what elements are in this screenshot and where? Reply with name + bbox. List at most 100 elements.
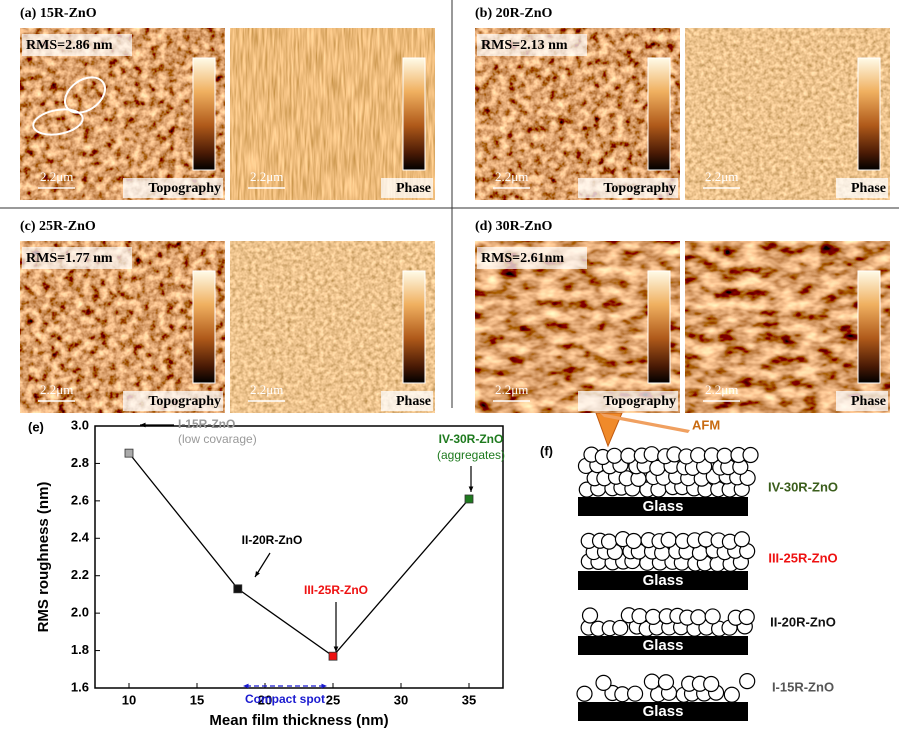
label-box — [836, 391, 888, 411]
annotation: III-25R-ZnO — [304, 583, 368, 597]
particle — [738, 608, 755, 626]
particle — [657, 674, 675, 691]
rms-box — [22, 247, 132, 269]
glass-substrate — [578, 497, 748, 516]
phase-label: Phase — [851, 394, 886, 409]
rms-box — [477, 34, 587, 56]
annotation: IV-30R-ZnO — [439, 432, 504, 446]
topography-label: Topography — [603, 181, 676, 196]
y-tick-label: 1.8 — [71, 642, 89, 657]
color-bar — [192, 270, 216, 384]
arrow-head — [243, 683, 249, 689]
substrate-label: Glass — [643, 498, 684, 515]
layer-label: I-15R-ZnO — [772, 679, 834, 694]
data-point — [124, 448, 134, 458]
x-tick-label: 20 — [258, 692, 272, 707]
particle — [733, 531, 750, 548]
highlight — [32, 108, 84, 136]
x-tick-label: 15 — [190, 692, 204, 707]
label-box — [836, 178, 888, 198]
glass-substrate — [578, 636, 748, 655]
glass-substrate — [578, 702, 748, 721]
particle — [612, 619, 629, 637]
panel-label: (c) 25R-ZnO — [20, 219, 96, 234]
rms-label: RMS=2.13 nm — [481, 38, 568, 53]
annotation: (aggregates) — [437, 448, 505, 462]
rms-box — [22, 34, 132, 56]
substrate-label: Glass — [643, 703, 684, 720]
particle — [631, 608, 648, 625]
label-box — [578, 178, 678, 198]
annotation: I-15R-ZnO — [178, 417, 235, 431]
panel-label: (d) 30R-ZnO — [475, 219, 553, 234]
panel-label: (a) 15R-ZnO — [20, 6, 97, 21]
rms-label: RMS=2.61nm — [481, 251, 564, 266]
color-bar — [857, 57, 881, 171]
scale-label: 2.2μm — [705, 382, 738, 397]
particle — [600, 533, 618, 550]
phase-label: Phase — [396, 181, 431, 196]
annotation: II-20R-ZnO — [242, 533, 303, 547]
scale-label: 2.2μm — [495, 169, 528, 184]
substrate-label: Glass — [643, 572, 684, 589]
phase-label: Phase — [851, 181, 886, 196]
afm-image — [475, 28, 680, 200]
particle — [690, 609, 707, 626]
rms-label: RMS=2.86 nm — [26, 38, 113, 53]
label-box — [123, 391, 223, 411]
color-bar — [857, 270, 881, 384]
highlight — [64, 76, 106, 114]
particle — [581, 607, 599, 624]
data-line — [128, 452, 470, 658]
label-box — [381, 391, 433, 411]
y-tick-label: 2.8 — [71, 455, 89, 470]
rms-box — [477, 247, 587, 269]
glass-substrate — [578, 571, 748, 590]
label-box — [578, 391, 678, 411]
particle — [645, 608, 662, 625]
color-bar — [402, 270, 426, 384]
afm-image — [230, 241, 435, 413]
layer-label: III-25R-ZnO — [768, 550, 837, 565]
annotation: (low covarage) — [178, 432, 257, 446]
scale-label: 2.2μm — [250, 382, 283, 397]
particle — [606, 447, 623, 464]
data-point — [464, 494, 474, 504]
y-tick-label: 2.2 — [71, 567, 89, 582]
x-tick-label: 35 — [462, 692, 476, 707]
y-tick-label: 3.0 — [71, 417, 89, 432]
afm-image — [20, 28, 225, 200]
y-axis-label: RMS roughness (nm) — [35, 482, 52, 633]
particle — [742, 446, 759, 464]
particle — [660, 531, 677, 548]
color-bar — [402, 57, 426, 171]
particle — [723, 686, 740, 703]
probe-label: AFM — [692, 417, 720, 432]
color-bar — [647, 270, 671, 384]
topography-label: Topography — [148, 394, 221, 409]
arrow-head — [333, 646, 339, 652]
layer-label: II-20R-ZnO — [770, 614, 836, 629]
plot-frame — [94, 425, 504, 689]
x-axis-label: Mean film thickness (nm) — [209, 712, 388, 729]
arrow-head — [321, 683, 327, 689]
topography-label: Topography — [148, 181, 221, 196]
panel-label: (e) — [28, 419, 44, 434]
color-bar — [647, 57, 671, 171]
particle — [643, 673, 661, 690]
y-tick-label: 2.0 — [71, 605, 89, 620]
particle — [716, 447, 733, 464]
label-box — [123, 178, 223, 198]
rms-label: RMS=1.77 nm — [26, 251, 113, 266]
data-point — [233, 584, 243, 594]
afm-cantilever — [600, 413, 690, 433]
arrow-head — [140, 422, 146, 428]
particle — [643, 446, 660, 463]
panel-label: (b) 20R-ZnO — [475, 6, 553, 21]
particle — [690, 447, 707, 464]
arrow-head — [468, 486, 474, 492]
particle — [576, 685, 593, 702]
scale-label: 2.2μm — [705, 169, 738, 184]
particle — [739, 673, 756, 690]
